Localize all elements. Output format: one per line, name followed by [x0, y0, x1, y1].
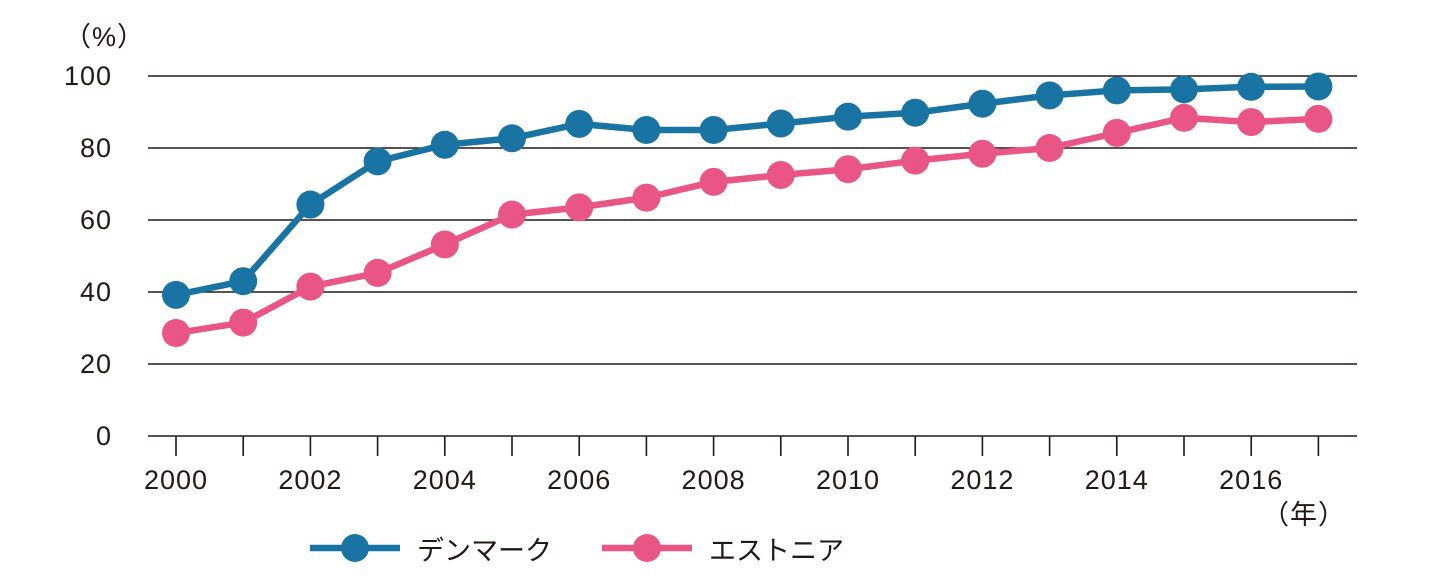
- x-tick-label-2006: 2006: [547, 465, 611, 495]
- x-tick-label-2008: 2008: [682, 465, 746, 495]
- y-tick-label-60: 60: [80, 205, 112, 235]
- x-tick-label-2002: 2002: [278, 465, 342, 495]
- data-point-エストニア-2011: [901, 146, 930, 175]
- data-point-エストニア-2017: [1304, 104, 1333, 133]
- data-point-エストニア-2016: [1237, 108, 1266, 137]
- data-point-デンマーク-2010: [834, 102, 862, 131]
- legend-dot-estonia: [633, 534, 661, 562]
- data-point-デンマーク-2001: [229, 267, 258, 296]
- data-point-エストニア-2009: [766, 161, 795, 189]
- data-point-デンマーク-2012: [968, 89, 997, 118]
- series-line-エストニア: [172, 114, 1322, 337]
- data-point-デンマーク-2005: [498, 124, 526, 153]
- data-point-デンマーク-2008: [699, 116, 728, 144]
- legend-swatch-estonia: [602, 534, 692, 562]
- data-point-デンマーク-2003: [363, 147, 392, 176]
- data-point-エストニア-2012: [968, 139, 997, 168]
- y-tick-label-0: 0: [96, 421, 112, 451]
- data-point-エストニア-2005: [498, 200, 526, 229]
- data-point-エストニア-2000: [162, 319, 190, 348]
- data-point-エストニア-2002: [296, 272, 325, 301]
- data-point-デンマーク-2015: [1170, 75, 1198, 104]
- data-point-デンマーク-2013: [1035, 81, 1064, 110]
- series-line-デンマーク: [172, 83, 1322, 299]
- data-point-エストニア-2001: [229, 308, 258, 337]
- data-point-エストニア-2004: [430, 230, 459, 259]
- data-point-デンマーク-2011: [901, 98, 930, 127]
- y-tick-label-40: 40: [80, 277, 112, 307]
- y-axis-unit-label: （%）: [64, 22, 146, 52]
- data-point-デンマーク-2006: [565, 109, 594, 138]
- data-point-デンマーク-2004: [430, 130, 459, 159]
- x-tick-label-2000: 2000: [144, 465, 208, 495]
- data-point-エストニア-2010: [834, 155, 862, 184]
- legend-dot-denmark: [341, 534, 369, 562]
- legend-item-estonia: エストニア: [602, 531, 844, 566]
- data-point-エストニア-2008: [699, 167, 728, 196]
- data-point-エストニア-2014: [1102, 118, 1131, 147]
- x-tick-label-2010: 2010: [816, 465, 880, 495]
- data-point-デンマーク-2000: [162, 280, 190, 309]
- data-point-エストニア-2015: [1170, 103, 1198, 132]
- legend-swatch-denmark: [310, 534, 400, 562]
- legend-label-denmark: デンマーク: [417, 535, 552, 566]
- legend-label-estonia: エストニア: [709, 535, 844, 566]
- data-point-デンマーク-2009: [766, 109, 795, 138]
- data-point-デンマーク-2002: [296, 190, 325, 219]
- data-point-デンマーク-2016: [1237, 72, 1266, 101]
- y-tick-label-80: 80: [80, 133, 112, 163]
- legend-item-denmark: デンマーク: [310, 531, 552, 566]
- data-point-エストニア-2013: [1035, 134, 1064, 162]
- x-tick-label-2016: 2016: [1219, 465, 1283, 495]
- data-point-デンマーク-2014: [1102, 76, 1131, 105]
- data-point-エストニア-2007: [632, 183, 661, 212]
- data-point-エストニア-2006: [565, 193, 594, 222]
- x-tick-label-2014: 2014: [1085, 465, 1149, 495]
- data-point-デンマーク-2007: [632, 116, 661, 144]
- y-tick-label-100: 100: [64, 61, 112, 91]
- data-point-エストニア-2003: [363, 258, 392, 287]
- x-tick-label-2004: 2004: [413, 465, 477, 495]
- data-point-デンマーク-2017: [1304, 72, 1333, 101]
- y-tick-label-20: 20: [80, 349, 112, 379]
- x-tick-label-2012: 2012: [950, 465, 1014, 495]
- x-axis-unit-label: （年）: [1262, 500, 1346, 530]
